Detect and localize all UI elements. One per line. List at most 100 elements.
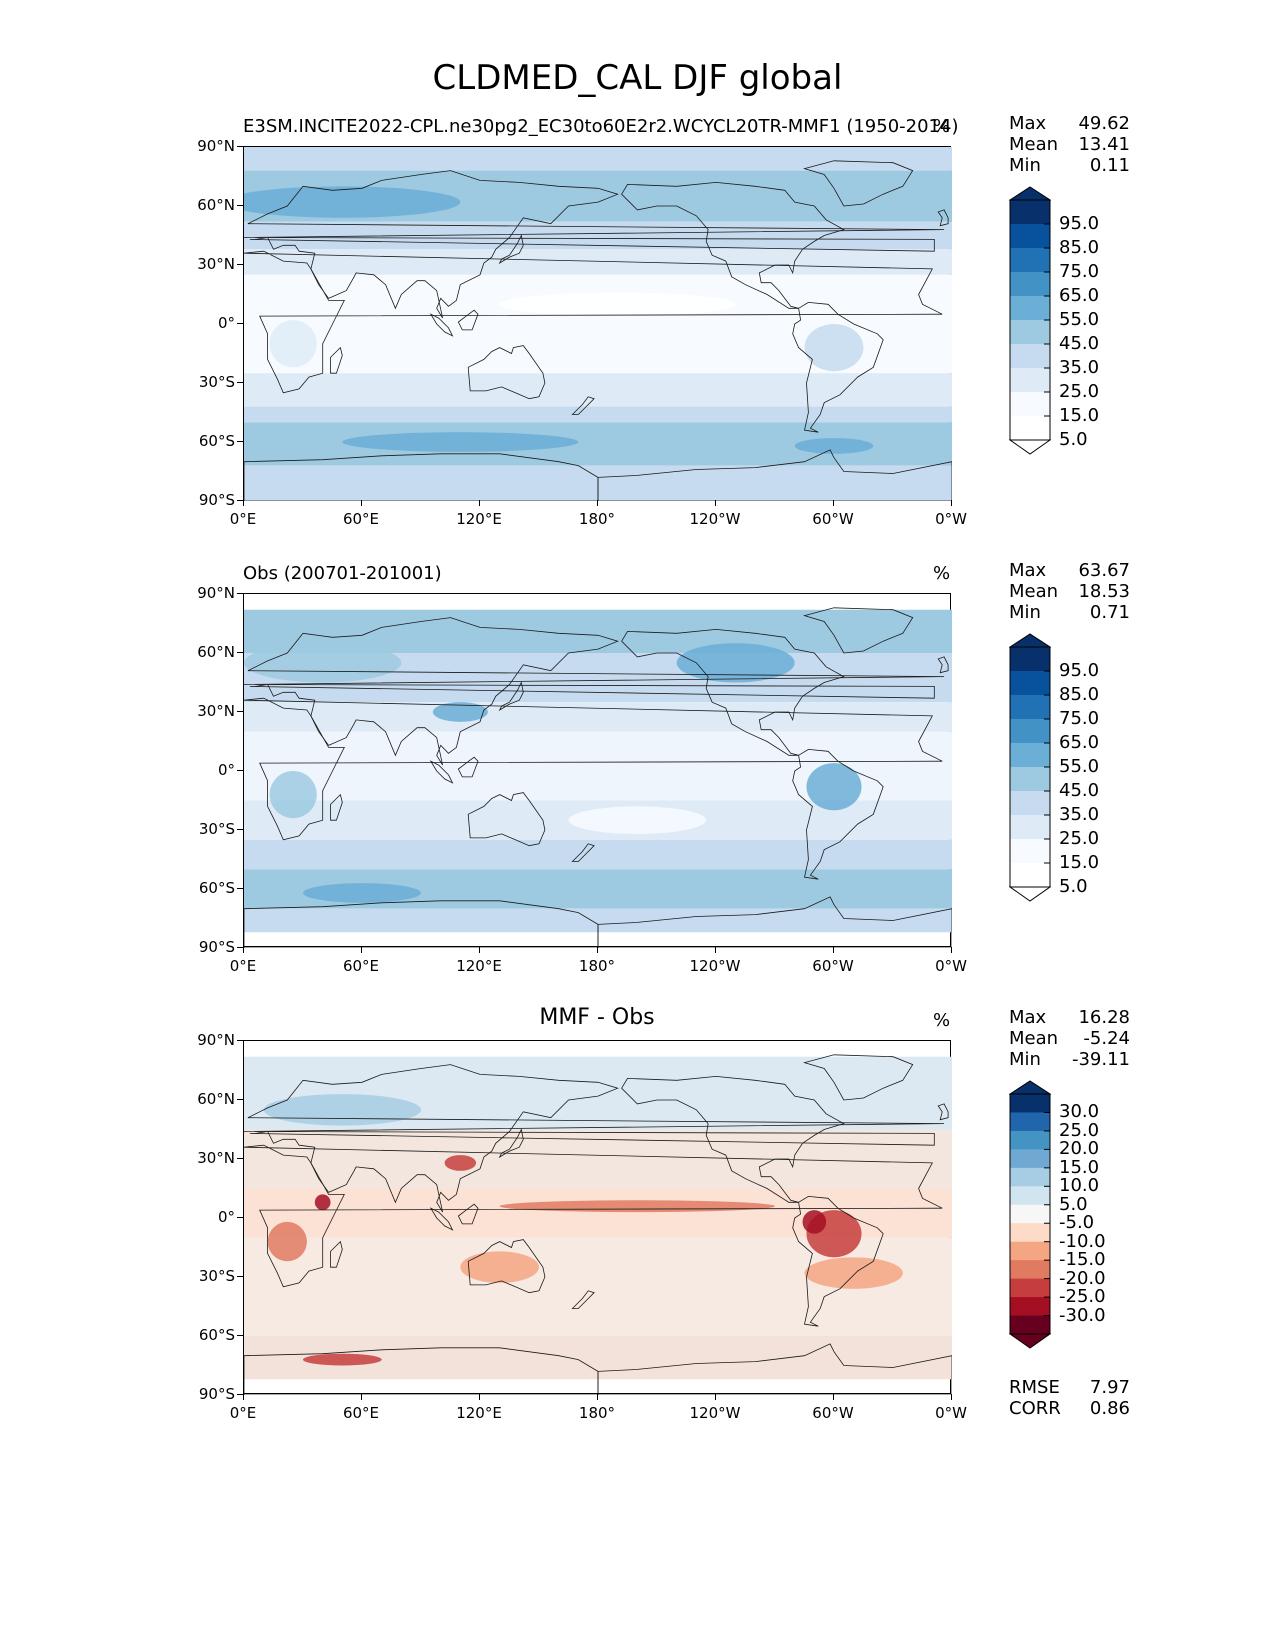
colorbar-swatch: [1010, 1315, 1050, 1335]
coastline-africa: [244, 697, 943, 841]
units-label: %: [933, 1010, 951, 1031]
lon-tick: [951, 947, 953, 953]
lat-tick-label: 90°N: [197, 1031, 235, 1049]
colorbar-swatch: [1010, 296, 1050, 321]
lon-tick-label: 120°E: [456, 957, 502, 975]
lon-tick: [597, 500, 599, 506]
stat-mean-label: Mean: [1009, 581, 1059, 602]
field-feature: [244, 186, 461, 218]
colorbar-swatch: [1010, 1260, 1050, 1280]
panel-title-model: E3SM.INCITE2022-CPL.ne30pg2_EC30to60E2r2…: [243, 116, 959, 137]
lon-tick-label: 0°W: [935, 1404, 967, 1422]
colorbar-tick-label: 95.0: [1059, 213, 1100, 234]
stat-max-value: 16.28: [1078, 1007, 1130, 1028]
lat-tick: [237, 711, 243, 713]
colorbar-swatch: [1010, 1094, 1050, 1113]
lat-tick-label: 30°N: [197, 1149, 235, 1167]
coastline-south-america: [792, 748, 884, 880]
lat-tick-label: 0°: [217, 314, 235, 332]
lon-tick: [243, 500, 245, 506]
field-feature: [314, 1194, 331, 1211]
colorbar-extend-bottom: [1009, 886, 1051, 902]
map-diff: [243, 1040, 952, 1395]
lon-tick-label: 60°W: [812, 957, 854, 975]
lat-tick-label: 90°S: [198, 938, 235, 956]
colorbar-tick-label: -10.0: [1059, 1230, 1106, 1252]
colorbar-swatch: [1010, 671, 1050, 696]
stat-mean-label: Mean: [1009, 1028, 1059, 1049]
coastline-borneo: [457, 309, 479, 331]
lat-tick-label: 30°S: [198, 373, 235, 391]
colorbar-swatch: [1010, 368, 1050, 393]
lat-tick-label: 30°N: [197, 702, 235, 720]
lat-tick: [237, 323, 243, 325]
lon-tick: [833, 500, 835, 506]
colorbar-swatch: [1010, 1223, 1050, 1243]
colorbar-swatch: [1010, 200, 1050, 225]
lon-tick: [243, 947, 245, 953]
lat-tick-label: 30°N: [197, 255, 235, 273]
colorbar-swatch: [1010, 791, 1050, 816]
stat-max-label: Max: [1009, 1007, 1047, 1028]
lon-tick: [715, 947, 717, 953]
colorbar-swatch: [1010, 863, 1050, 888]
stat-max-label: Max: [1009, 113, 1047, 134]
lon-tick-label: 60°E: [342, 1404, 380, 1422]
colorbar-tick-label: 15.0: [1059, 852, 1100, 873]
lat-tick: [237, 264, 243, 266]
lon-tick-label: 120°W: [689, 957, 741, 975]
lat-tick-label: 60°S: [198, 1326, 235, 1344]
lat-tick: [237, 1276, 243, 1278]
field-feature: [499, 292, 736, 317]
colorbar-swatch: [1010, 839, 1050, 864]
lat-tick-label: 60°S: [198, 432, 235, 450]
field-feature: [794, 438, 874, 454]
colorbar-swatch: [1010, 248, 1050, 273]
lon-tick-label: 60°E: [342, 510, 380, 528]
colorbar-swatch: [1010, 1204, 1050, 1224]
stat-mean-value: 18.53: [1078, 581, 1130, 602]
coastline-north-america: [621, 628, 845, 756]
lon-tick-label: 180°: [578, 1404, 616, 1422]
field-feature: [244, 643, 402, 683]
coastline-africa: [244, 250, 943, 394]
colorbar-tick-label: 75.0: [1059, 708, 1100, 729]
lat-tick: [237, 382, 243, 384]
lon-tick: [479, 1394, 481, 1400]
lat-tick: [237, 770, 243, 772]
colorbar-tick-label: 5.0: [1059, 429, 1088, 450]
map-field-diff: [244, 1054, 952, 1395]
field-feature: [444, 1155, 477, 1171]
lon-tick-label: 120°E: [456, 1404, 502, 1422]
field-band: [244, 249, 952, 275]
coastline-antarctica-east: [244, 453, 599, 501]
lon-tick: [951, 1394, 953, 1400]
field-feature: [432, 702, 488, 722]
colorbar-tick-label: 15.0: [1059, 405, 1100, 426]
lat-tick-label: 30°S: [198, 1267, 235, 1285]
stat-min-value: -39.11: [1071, 1049, 1130, 1070]
stat-min-label: Min: [1009, 155, 1041, 176]
colorbar-extend-top: [1009, 1080, 1051, 1095]
lat-tick-label: 90°S: [198, 491, 235, 509]
field-feature: [269, 771, 317, 819]
colorbar-swatch: [1010, 224, 1050, 249]
lon-tick-label: 0°E: [229, 510, 257, 528]
lat-tick-label: 0°: [217, 1208, 235, 1226]
colorbar-tick-label: 55.0: [1059, 756, 1100, 777]
lon-tick-label: 60°W: [812, 1404, 854, 1422]
lat-tick: [237, 1040, 243, 1042]
colorbar-tick-label: 20.0: [1059, 1138, 1100, 1160]
colorbar-tick-label: 25.0: [1059, 828, 1100, 849]
map-field-model: [244, 147, 952, 501]
stat-max-value: 63.67: [1078, 560, 1130, 581]
coastline-greenland: [803, 607, 914, 654]
coastline-newzealand: [571, 396, 595, 415]
coastline-madagascar: [330, 793, 343, 821]
coastline-north-america: [621, 1075, 845, 1203]
stat-mean-value: -5.24: [1083, 1028, 1130, 1049]
colorbar-extend-top: [1009, 186, 1051, 201]
colorbar-swatch: [1010, 1130, 1050, 1150]
colorbar-swatch: [1010, 392, 1050, 417]
lat-tick-label: 90°N: [197, 584, 235, 602]
